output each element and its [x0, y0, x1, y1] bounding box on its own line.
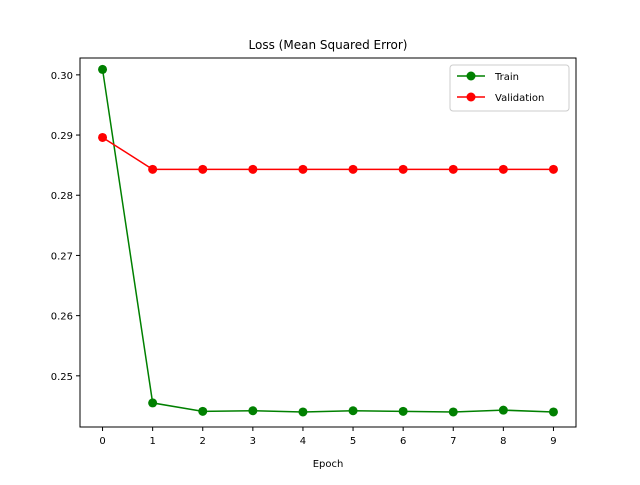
data-point-train — [298, 407, 308, 417]
data-point-validation — [148, 164, 158, 174]
data-point-validation — [398, 164, 408, 174]
legend-marker-train — [466, 71, 476, 81]
y-axis-ticks: 0.25 0.26 0.27 0.28 0.29 0.30 — [51, 71, 80, 383]
x-tick-label: 1 — [149, 436, 155, 447]
data-point-validation — [248, 164, 258, 174]
x-tick-label: 0 — [99, 436, 105, 447]
legend-label-train: Train — [494, 72, 519, 83]
data-point-validation — [548, 164, 558, 174]
y-tick-label: 0.25 — [51, 372, 73, 383]
legend-item-validation: Validation — [457, 92, 544, 104]
legend-label-validation: Validation — [495, 93, 544, 104]
data-point-train — [398, 406, 408, 416]
legend-item-train: Train — [457, 71, 519, 83]
legend: Train Validation — [449, 64, 570, 112]
legend-marker-validation — [466, 92, 476, 102]
x-tick-label: 2 — [200, 436, 206, 447]
data-point-train — [498, 405, 508, 415]
data-point-validation — [298, 164, 308, 174]
data-point-validation — [348, 164, 358, 174]
data-point-train — [548, 407, 558, 417]
data-point-train — [98, 64, 108, 74]
y-tick-label: 0.30 — [51, 71, 73, 82]
y-tick-label: 0.26 — [51, 312, 73, 323]
x-tick-label: 7 — [450, 436, 456, 447]
series-line-train — [101, 69, 554, 413]
y-tick-label: 0.27 — [51, 251, 73, 262]
data-point-validation — [198, 164, 208, 174]
chart-title: Loss (Mean Squared Error) — [249, 38, 408, 52]
data-point-validation — [448, 164, 458, 174]
x-tick-label: 6 — [400, 436, 406, 447]
x-axis-title: Epoch — [313, 459, 344, 470]
data-point-train — [198, 406, 208, 416]
x-tick-label: 4 — [300, 436, 306, 447]
data-point-validation — [98, 132, 108, 142]
x-tick-label: 9 — [550, 436, 556, 447]
y-tick-label: 0.28 — [51, 191, 73, 202]
plot-area-frame — [79, 57, 577, 428]
data-point-train — [248, 406, 258, 416]
data-point-train — [448, 407, 458, 417]
y-tick-label: 0.29 — [51, 131, 73, 142]
data-point-validation — [498, 164, 508, 174]
x-tick-label: 8 — [500, 436, 506, 447]
data-point-train — [348, 406, 358, 416]
series-layer — [98, 64, 558, 417]
x-axis-ticks: 0 1 2 3 4 5 6 7 8 9 — [99, 427, 557, 447]
x-tick-label: 3 — [250, 436, 256, 447]
series-line-validation — [102, 136, 554, 171]
x-tick-label: 5 — [350, 436, 356, 447]
data-point-train — [148, 398, 158, 408]
